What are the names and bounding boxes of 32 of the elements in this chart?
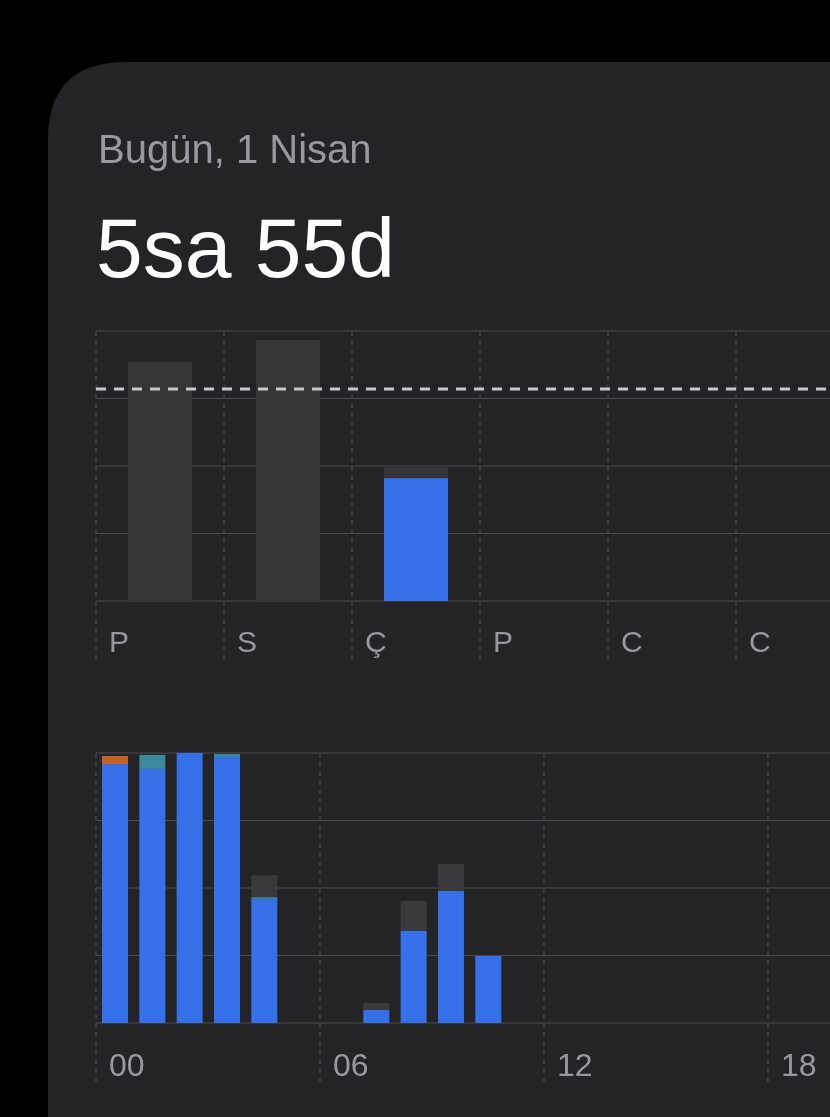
bar — [384, 478, 448, 601]
x-tick-label: 00 — [109, 1047, 145, 1083]
x-tick-label: Ç — [365, 625, 387, 658]
bar — [400, 930, 427, 1023]
x-tick-label: 12 — [556, 1047, 593, 1083]
bar — [251, 899, 278, 1023]
bar — [251, 875, 278, 898]
bar — [437, 863, 464, 891]
x-tick-label: C — [621, 625, 643, 658]
x-tick-label: C — [749, 625, 771, 658]
bar — [384, 467, 448, 479]
x-tick-label: P — [109, 625, 130, 658]
bar — [139, 754, 166, 769]
chart-title: 5sa 55d — [96, 201, 395, 295]
bar — [256, 340, 320, 601]
x-tick-label: P — [493, 625, 514, 658]
bar — [128, 361, 192, 601]
bar — [102, 764, 128, 1023]
bar — [437, 890, 464, 1023]
bar — [363, 1003, 390, 1011]
bar — [363, 1010, 390, 1023]
x-tick-label: S — [237, 625, 258, 658]
bar — [400, 900, 427, 931]
bar — [139, 768, 166, 1023]
bar — [475, 956, 502, 1023]
bar — [213, 757, 240, 1023]
x-tick-label: 06 — [332, 1047, 369, 1083]
bar — [102, 755, 128, 765]
bar — [213, 754, 240, 758]
bar — [176, 753, 203, 1023]
x-tick-label: 18 — [780, 1047, 817, 1083]
chart-subtitle: Bugün, 1 Nisan — [98, 127, 372, 171]
